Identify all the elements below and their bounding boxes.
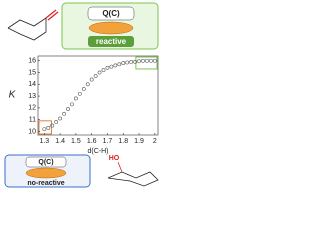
point xyxy=(101,68,106,73)
point xyxy=(129,59,134,64)
point xyxy=(54,120,59,124)
point xyxy=(133,59,138,64)
point xyxy=(93,74,98,78)
point xyxy=(89,77,94,82)
plot-frame xyxy=(37,55,159,136)
y-tick-label: 11 xyxy=(29,117,36,124)
point xyxy=(85,82,90,87)
reactive-label: reactive xyxy=(96,37,127,46)
no-reactive-label: no-reactive xyxy=(27,180,64,187)
x-tick-label: 1.4 xyxy=(55,138,65,145)
point xyxy=(97,70,102,75)
point xyxy=(62,111,66,116)
point xyxy=(145,58,149,63)
x-tick-label: 1.7 xyxy=(103,138,113,145)
x-tick-label: 2 xyxy=(153,138,157,145)
point xyxy=(152,58,157,63)
reactive-tag xyxy=(88,36,134,47)
low-highlight xyxy=(38,120,52,135)
y-tick-label: 16 xyxy=(28,58,36,65)
point xyxy=(148,58,153,63)
point xyxy=(121,61,126,65)
x-tick-label: 1.9 xyxy=(134,138,144,145)
y-tick-label: 13 xyxy=(28,93,36,100)
x-tick-label: 1.8 xyxy=(118,138,128,145)
qc-label: Q(C) xyxy=(102,9,120,18)
point xyxy=(46,126,51,130)
qc-box xyxy=(25,156,67,168)
y-tick-label: 14 xyxy=(28,81,36,88)
graphical-abstract: Q(C) reactive K d(C-H) Q(C) no-reactive … xyxy=(4,2,159,188)
y-axis-label: K xyxy=(9,90,17,101)
x-tick-label: 1.5 xyxy=(71,138,81,145)
point xyxy=(66,107,70,111)
point xyxy=(105,65,110,70)
point xyxy=(42,127,47,132)
y-tick-label: 12 xyxy=(28,105,36,112)
orbital xyxy=(25,167,67,179)
orbital xyxy=(88,21,134,35)
x-tick-label: 1.3 xyxy=(39,138,49,145)
point xyxy=(141,58,145,63)
x-tick-label: 1.6 xyxy=(87,138,97,145)
point xyxy=(81,87,86,91)
point xyxy=(113,63,118,68)
hydroxyl-label: HO xyxy=(109,155,120,162)
point xyxy=(77,91,82,96)
cyclohexanol xyxy=(107,161,159,187)
point xyxy=(117,62,122,67)
qc-box xyxy=(87,6,135,21)
point xyxy=(73,96,78,101)
point xyxy=(125,60,130,65)
point xyxy=(58,116,63,121)
y-tick-label: 15 xyxy=(28,69,36,76)
x-axis-label: d(C-H) xyxy=(88,148,109,155)
point xyxy=(109,64,114,69)
point xyxy=(70,102,74,107)
point xyxy=(137,59,141,64)
point xyxy=(50,123,55,128)
high-highlight xyxy=(135,56,158,70)
cyclohexene xyxy=(7,9,59,41)
qc-label: Q(C) xyxy=(38,159,53,166)
y-tick-label: 10 xyxy=(28,128,36,135)
